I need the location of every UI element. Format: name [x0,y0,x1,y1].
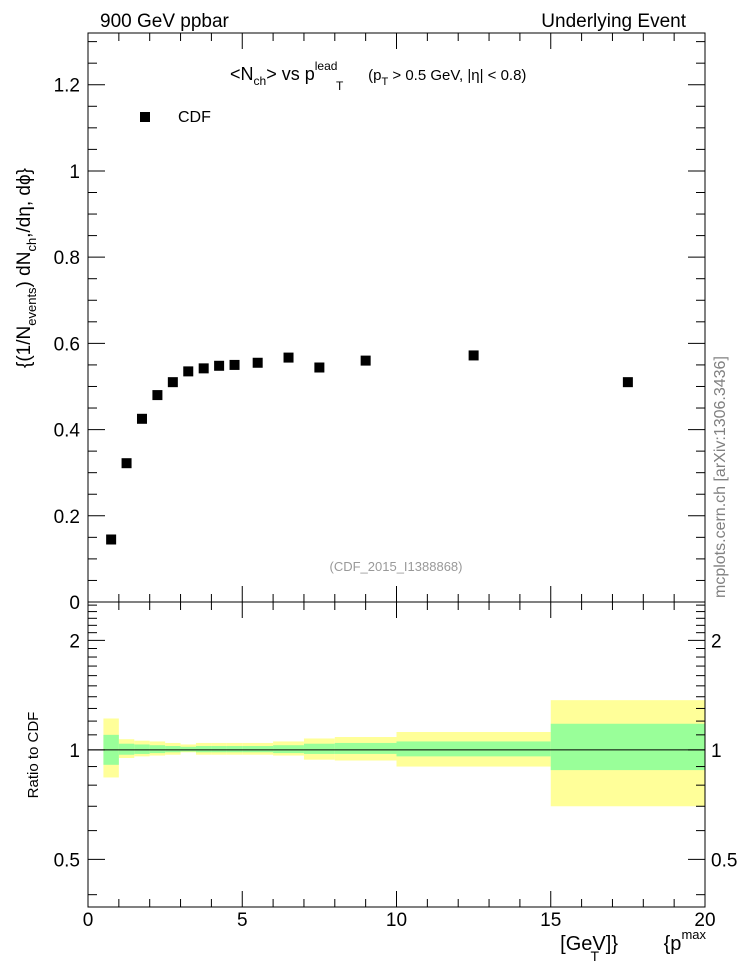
inner-band-bin [165,746,181,753]
inner-band-bin [396,741,551,757]
data-point [152,390,163,401]
ylabel-part-c: ,/dη, dϕ} [14,168,35,238]
ylabel-part-b: ) dN [14,252,35,288]
xlabel-sub: T [590,948,599,964]
x-tick-label: 10 [386,910,407,931]
ratio-y-tick-label-right: 1 [711,741,722,762]
main-y-tick-label: 0.2 [54,507,80,528]
ratio-y-tick-label-right: 2 [711,631,722,652]
title-part-c: (p [364,67,382,84]
main-y-tick-label: 0.4 [54,421,81,442]
inner-band-bin [226,746,243,753]
x-axis-label: {pmax T [GeV]} [555,927,707,964]
data-point [106,534,117,545]
data-points [106,350,633,545]
title-sub-c: T [382,76,389,88]
title-part-a: <N [230,64,254,84]
data-point [314,362,325,373]
data-point [136,413,147,424]
analysis-tag: (CDF_2015_I1388868) [330,559,463,574]
main-title: <Nch> vs plead T (pT > 0.5 GeV, |η| < 0.8… [230,59,526,93]
title-sub-b: T [336,79,344,93]
legend-marker [140,112,150,122]
data-point [360,355,371,366]
inner-band-bin [118,743,135,755]
inner-band-bin [334,742,397,754]
x-tick-label: 5 [237,910,248,931]
inner-band-bin [180,746,196,752]
inner-band-bin [134,744,150,754]
inner-band-bin [149,745,166,754]
data-point [121,458,132,469]
data-point [167,377,178,388]
ratio-axis-ticks [87,602,706,907]
ylabel-part-a: {(1/N [14,326,35,368]
title-sub-a: ch [254,74,267,88]
data-point [622,377,633,388]
xlabel-part-a: {p [664,933,682,955]
main-y-tick-label: 0 [69,593,80,614]
inner-band-bin [242,746,274,753]
data-point [283,352,294,363]
title-part-d: > 0.5 GeV, |η| < 0.8) [388,67,526,84]
ratio-y-axis-label: Ratio to CDF [25,712,42,799]
xlabel-part-b: [GeV]} [555,933,619,955]
inner-band-bin [211,746,227,753]
main-panel: 00.20.40.60.811.2 <Nch> vs plead T (pT > … [14,32,706,614]
inner-band-bin [303,743,335,754]
watermark: mcplots.cern.ch [arXiv:1306.3436] [712,356,729,598]
ratio-y-tick-labels: 0.5 0.5 1 1 2 2 [54,631,738,871]
data-point [252,357,263,368]
main-y-tick-label: 1.2 [54,76,80,97]
ratio-y-tick-label-left: 2 [69,631,80,652]
x-tick-label: 20 [694,910,715,931]
ratio-y-tick-label-left: 1 [69,741,80,762]
ylabel-sub-a: events [24,287,39,326]
main-y-axis-label: {(1/Nevents) dNch,/dη, dϕ} [14,168,39,368]
data-point [214,360,225,371]
main-axis-ticks [87,33,706,603]
xlabel-sup: max [681,927,706,942]
inner-band-bin [273,745,304,754]
data-point [198,363,209,374]
data-point [229,359,240,370]
main-y-tick-labels: 0 0.2 0.4 0.6 0.8 1 1.2 [54,76,81,614]
title-sup-b: lead [315,59,338,73]
legend-label: CDF [178,109,211,126]
header-left: 900 GeV ppbar [100,11,230,32]
main-y-tick-label: 0.8 [54,248,80,269]
inner-band-bin [195,746,212,753]
header-right: Underlying Event [541,11,686,32]
inner-band-bin [550,723,705,771]
ylabel-sub-b: ch [24,238,39,252]
title-part-b: > vs p [266,64,315,84]
main-y-tick-label: 0.6 [54,334,80,355]
data-point [468,350,479,361]
main-y-tick-label: 1 [69,162,80,183]
x-tick-label: 0 [83,910,94,931]
ratio-y-tick-label-left: 0.5 [54,850,80,871]
ratio-bands [103,700,705,807]
x-tick-label: 15 [540,910,561,931]
ratio-panel: 0.5 0.5 1 1 2 2 0 5 10 15 20 Ratio to CDF {pmax T … [25,601,738,964]
ratio-y-tick-label-right: 0.5 [711,850,737,871]
x-tick-labels: 0 5 10 15 20 [83,910,716,931]
data-point [183,366,194,377]
